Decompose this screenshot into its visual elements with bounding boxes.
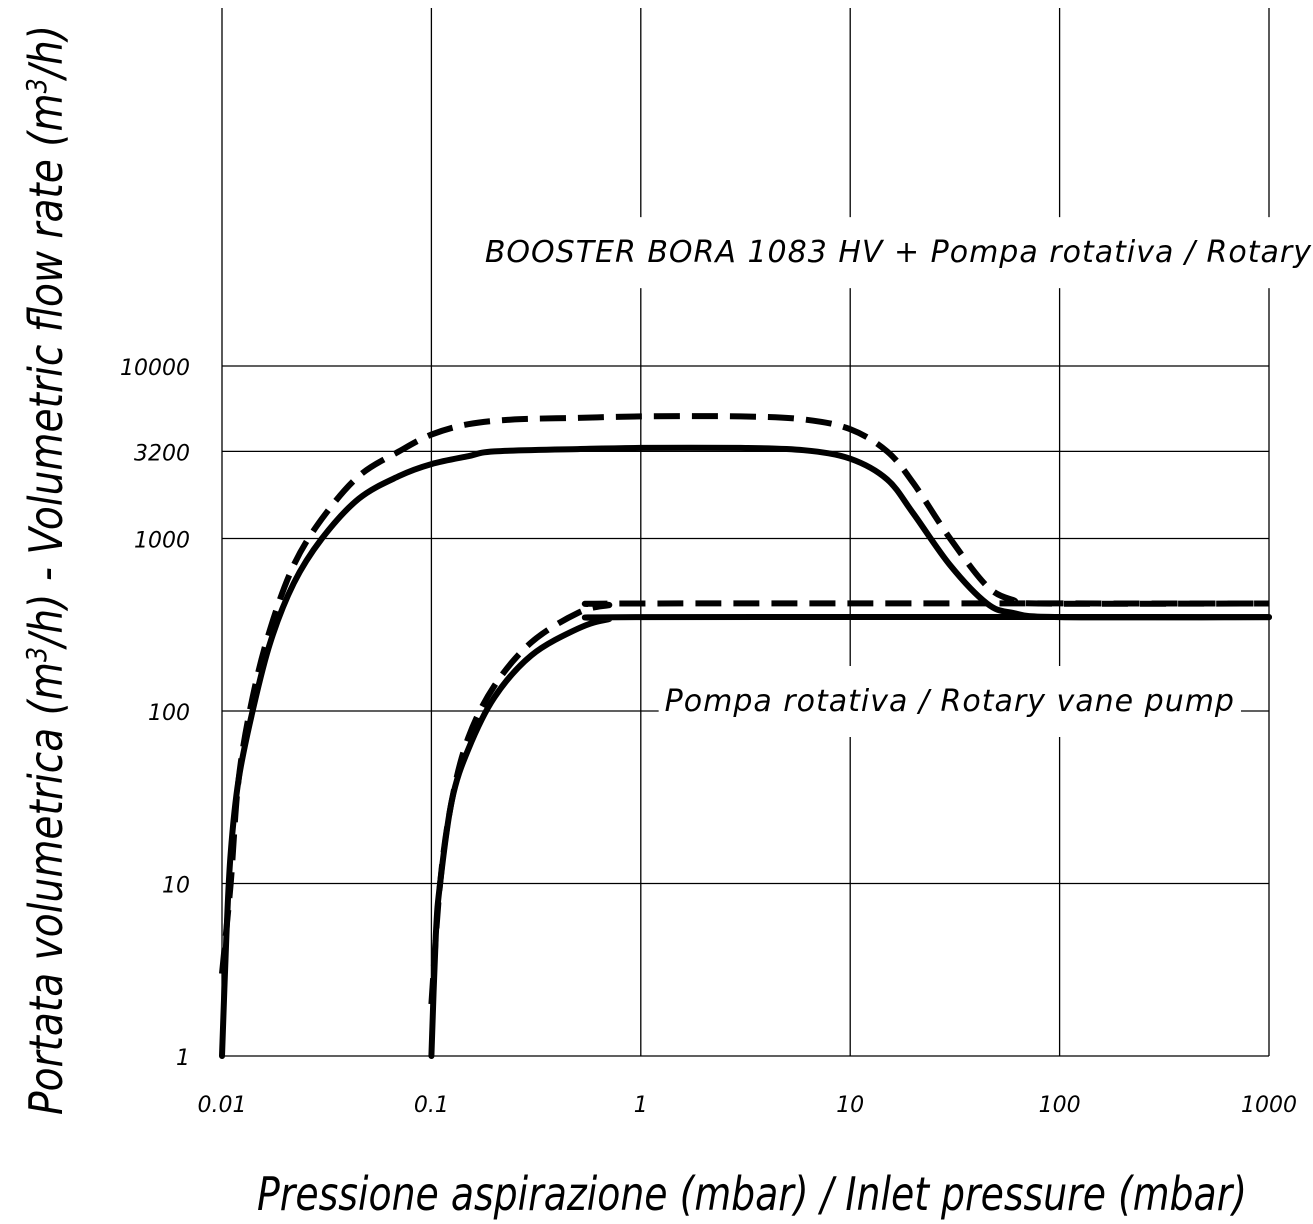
y-tick-label: 10000: [120, 356, 190, 381]
x-tick-label: 1: [634, 1093, 648, 1118]
series-line-solid: [219, 444, 1272, 1059]
tick-labels: 0.01 0.1 1 10 100 1000 1 10 100 1000 3200 10000: [120, 356, 1297, 1118]
x-tick-label: 0.1: [414, 1093, 449, 1118]
series-line-solid: [428, 613, 1272, 1059]
x-tick-label: 0.01: [198, 1093, 247, 1118]
y-axis-label-part: /h) - Volumetric flow rate (m: [19, 93, 73, 650]
y-axis-label-superscript: 3: [20, 647, 53, 662]
y-tick-label: 100: [148, 701, 190, 726]
annotations: BOOSTER BORA 1083 HV + Pompa rotativa / …: [478, 217, 1313, 737]
grid: [221, 8, 1270, 1057]
x-tick-label: 100: [1039, 1093, 1081, 1118]
series-line-dashed: [219, 413, 1270, 974]
y-tick-label: 1000: [134, 529, 190, 554]
y-axis-label-part: /h): [19, 25, 73, 82]
annotation-label: Pompa rotativa / Rotary vane pump: [665, 684, 1235, 719]
y-axis-label-superscript: 3: [20, 78, 53, 93]
y-axis-label: Portata volumetrica (m3/h) - Volumetric …: [19, 25, 73, 1115]
x-axis-label: Pressione aspirazione (mbar) / Inlet pre…: [257, 1167, 1247, 1221]
series: [219, 413, 1272, 1059]
y-tick-label: 10: [162, 874, 190, 899]
y-tick-label: 1: [176, 1046, 190, 1071]
annotation-label: BOOSTER BORA 1083 HV + Pompa rotativa / …: [485, 235, 1313, 270]
annotation-background: [658, 666, 1241, 737]
annotation-background: [478, 217, 1313, 289]
x-tick-label: 1000: [1241, 1093, 1297, 1118]
y-tick-label: 3200: [134, 441, 190, 466]
y-axis-label-part: Portata volumetrica (m: [19, 662, 73, 1115]
x-tick-label: 10: [836, 1093, 864, 1118]
